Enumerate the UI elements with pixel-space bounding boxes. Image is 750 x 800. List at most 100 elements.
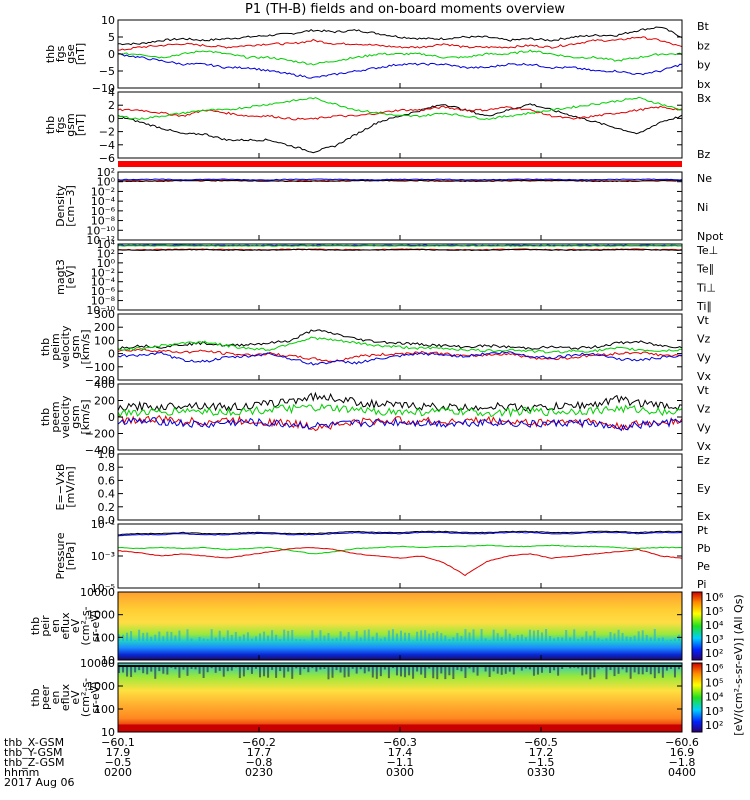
spectrogram-texture xyxy=(496,633,499,641)
y-label-line: eV xyxy=(69,618,82,633)
spectrogram-texture xyxy=(569,637,572,641)
spectrogram-texture xyxy=(657,638,660,641)
spectrogram-texture xyxy=(569,667,572,669)
spectrogram-texture xyxy=(512,637,515,641)
spectrogram-texture xyxy=(577,638,580,641)
spectrogram-texture xyxy=(444,635,447,641)
spectrogram-texture xyxy=(492,629,495,641)
spectrogram-texture xyxy=(254,636,257,641)
y-tick-label: 200 xyxy=(94,321,115,334)
spectrogram-texture xyxy=(267,635,270,641)
spectrogram-texture xyxy=(198,637,201,641)
colorbar-label-text: [eV/(cm²-s-sr-eV)] (All Qs) xyxy=(732,594,745,735)
y-tick-label: 10⁰ xyxy=(97,257,116,270)
y-tick-label: 10⁻⁵ xyxy=(91,582,115,595)
y-tick-label: −6 xyxy=(99,152,115,165)
legend-Vt: Vt xyxy=(697,314,710,327)
spectrogram-texture xyxy=(154,667,157,679)
colorbar-tick-label: 10⁵ xyxy=(705,676,723,689)
x-tick-label-x: −60.3 xyxy=(383,736,417,749)
spectrogram-texture xyxy=(246,667,249,670)
x-tick-label-t: 0230 xyxy=(245,766,273,779)
spectrogram-texture xyxy=(162,667,165,674)
y-label-line: [cm−3] xyxy=(64,185,77,227)
y-tick-label: 0 xyxy=(108,411,115,424)
y-tick-label: 10 xyxy=(101,726,115,739)
spectrogram-texture xyxy=(283,667,286,678)
spectrogram-texture xyxy=(613,667,616,677)
spectrogram-texture xyxy=(476,667,479,676)
spectrogram-texture xyxy=(279,639,282,641)
legend-Ti∥: Ti∥ xyxy=(696,300,712,313)
spectrogram-texture xyxy=(118,667,120,674)
spectrogram-texture xyxy=(653,629,656,641)
spectrogram-texture xyxy=(593,667,596,678)
spectrogram-texture xyxy=(242,667,245,677)
spectrogram-texture xyxy=(202,667,205,678)
spectrogram-texture xyxy=(609,632,612,641)
spectrogram-texture xyxy=(637,667,640,675)
spectrogram-texture xyxy=(230,634,233,641)
spectrogram-texture xyxy=(359,667,362,670)
spectrogram-texture xyxy=(480,629,483,641)
spectrogram-texture xyxy=(295,639,298,641)
y-tick-label: −400 xyxy=(85,444,115,457)
spectrogram-texture xyxy=(673,638,676,641)
bad-data-band xyxy=(118,161,682,167)
spectrogram-texture xyxy=(585,631,588,641)
spectrogram-texture xyxy=(210,629,213,641)
spectrogram-texture xyxy=(528,629,531,641)
spectrogram-texture xyxy=(400,630,402,641)
x-tick-label-y: 17.9 xyxy=(106,746,131,759)
spectrogram-texture xyxy=(472,629,475,641)
spectrogram-texture xyxy=(500,637,503,641)
spectrogram-texture xyxy=(677,634,680,641)
spectrogram-texture xyxy=(146,632,149,641)
y-tick-label: 1.0 xyxy=(98,448,116,461)
spectrogram-texture xyxy=(456,632,459,641)
spectrogram-texture xyxy=(484,667,487,672)
y-tick-label: 200 xyxy=(94,395,115,408)
spectrogram-texture xyxy=(464,629,467,641)
spectrogram-texture xyxy=(657,667,660,674)
spectrogram-texture xyxy=(210,667,213,669)
spectrogram-texture xyxy=(250,667,253,674)
spectrogram-texture xyxy=(432,632,435,641)
spectrogram-texture xyxy=(150,667,153,672)
x-tick-label-y: 17.4 xyxy=(388,746,413,759)
spectrogram-texture xyxy=(400,667,402,677)
spectrogram-texture xyxy=(617,629,620,641)
colorbar-tick-label: 10⁴ xyxy=(705,619,724,632)
colorbar-tick-label: 10² xyxy=(705,647,723,660)
spectrogram-texture xyxy=(246,632,249,641)
y-axis-label: E=−VxB[mV/m] xyxy=(54,464,77,511)
spectrogram-texture xyxy=(609,667,612,670)
y-tick-label: 10 xyxy=(101,654,115,667)
spectrogram-texture xyxy=(363,630,366,641)
spectrogram-texture xyxy=(665,640,668,641)
spectrogram-texture xyxy=(154,634,157,641)
spectrogram-texture xyxy=(625,667,628,673)
spectrogram-texture xyxy=(311,667,314,669)
series-pressure-Pt xyxy=(117,530,683,536)
spectrogram-texture xyxy=(375,667,378,679)
spectrogram-texture xyxy=(291,667,294,679)
spectrogram-texture xyxy=(524,667,527,669)
spectrogram-texture xyxy=(504,629,507,641)
legend-Bx: Bx xyxy=(697,92,712,105)
series-temperature-Te∥ xyxy=(118,248,683,252)
y-label-line: peir xyxy=(39,615,52,637)
x-row-label: hhmm xyxy=(4,766,39,779)
spectrogram-texture xyxy=(242,634,245,641)
y-label-line: (cm²-s- xyxy=(79,606,92,645)
spectrogram-texture xyxy=(387,667,390,679)
spectrogram-texture xyxy=(629,667,632,679)
panel-frame xyxy=(117,91,683,159)
x-tick-label-t: 0200 xyxy=(104,766,132,779)
y-label-line: gse xyxy=(64,44,77,64)
spectrogram-texture xyxy=(573,667,576,668)
